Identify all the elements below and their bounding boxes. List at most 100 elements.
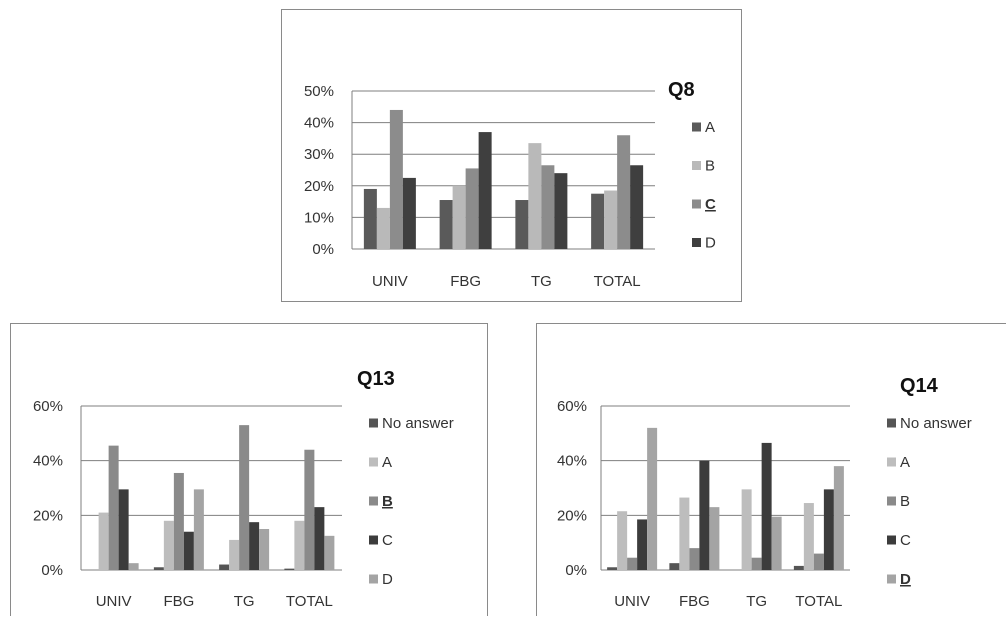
bar-b-total: [604, 190, 618, 249]
x-category-label: TG: [531, 273, 552, 290]
bar-c-fbg: [699, 460, 710, 570]
bar-b-tg: [239, 425, 250, 570]
legend-swatch: [887, 574, 896, 584]
bar-a-univ: [617, 511, 628, 570]
legend-label: C: [382, 532, 393, 549]
bar-d-tg: [259, 529, 270, 570]
chart-title: Q13: [357, 368, 395, 390]
bar-c-tg: [541, 165, 555, 249]
legend-swatch: [887, 457, 896, 467]
bar-d-univ: [647, 427, 658, 570]
legend-swatch: [692, 161, 701, 170]
bar-c-univ: [637, 519, 648, 570]
chart-q13-panel: 0% 20% 40% 60% UNIV FBG TG TOTAL Q13 No answer A B C…: [10, 323, 488, 616]
bar-c-total: [617, 135, 631, 249]
x-category-label: TOTAL: [795, 593, 842, 610]
bar-d-tg: [554, 173, 568, 249]
bar-a-total: [294, 520, 305, 570]
bar-a-total: [591, 193, 605, 249]
legend-swatch: [692, 238, 701, 247]
bar-no-answer-total: [284, 568, 295, 570]
legend-label: D: [705, 235, 716, 252]
y-tick-label: 50%: [304, 83, 334, 100]
bar-no-answer-total: [793, 565, 804, 570]
bar-a-fbg: [679, 497, 690, 570]
y-tick-label: 20%: [557, 507, 587, 524]
bar-no-answer-fbg: [669, 563, 680, 570]
x-category-label: FBG: [679, 593, 710, 610]
bar-d-univ: [402, 177, 416, 249]
chart-title: Q14: [900, 375, 939, 397]
legend-label: D: [382, 571, 393, 588]
bar-d-fbg: [478, 132, 492, 249]
legend-label: A: [900, 454, 910, 471]
bar-a-fbg: [439, 200, 453, 249]
bar-b-fbg: [173, 472, 184, 570]
legend-swatch: [887, 496, 896, 506]
bar-no-answer-fbg: [153, 567, 164, 570]
legend-label: C: [900, 532, 911, 549]
bar-d-total: [324, 535, 335, 570]
bar-a-tg: [515, 200, 529, 249]
legend-label: A: [382, 454, 392, 471]
y-tick-label: 40%: [557, 453, 587, 470]
legend-swatch: [369, 418, 378, 428]
y-tick-label: 20%: [33, 507, 63, 524]
chart-title: Q8: [668, 79, 695, 101]
bar-c-univ: [389, 109, 403, 250]
chart-q14-panel: 0% 20% 40% 60% UNIV FBG TG TOTAL Q14 No answer A B C…: [536, 323, 1006, 616]
legend-label: No answer: [900, 415, 972, 432]
y-tick-label: 0%: [312, 241, 334, 258]
x-category-label: UNIV: [96, 593, 132, 610]
legend-swatch: [369, 535, 378, 545]
bar-b-tg: [751, 557, 762, 570]
bar-d-univ: [128, 563, 139, 570]
legend-label: A: [705, 119, 715, 136]
x-category-label: UNIV: [614, 593, 650, 610]
bar-d-fbg: [709, 507, 720, 570]
bar-a-fbg: [163, 520, 174, 570]
x-category-label: TG: [746, 593, 767, 610]
y-tick-label: 0%: [565, 562, 587, 579]
x-category-label: UNIV: [372, 273, 408, 290]
y-tick-label: 30%: [304, 146, 334, 163]
legend-swatch: [887, 535, 896, 545]
x-category-label: TOTAL: [286, 593, 333, 610]
bar-b-univ: [376, 207, 390, 249]
bar-c-fbg: [183, 531, 194, 570]
legend-label: B: [382, 493, 393, 510]
y-tick-label: 60%: [557, 398, 587, 415]
x-category-label: TG: [234, 593, 255, 610]
bar-a-total: [803, 503, 814, 570]
legend-swatch: [692, 199, 701, 209]
bar-d-fbg: [193, 489, 204, 570]
y-tick-label: 60%: [33, 398, 63, 415]
chart-q8-svg: 0% 10% 20% 30% 40% 50% UNIV FBG TG TOTAL Q8 A B C D: [304, 79, 716, 290]
legend-label: D: [900, 571, 911, 588]
legend-swatch: [369, 496, 378, 506]
bar-a-univ: [363, 188, 377, 249]
bar-d-total: [630, 165, 644, 249]
chart-q14-svg: 0% 20% 40% 60% UNIV FBG TG TOTAL Q14 No answer A B C…: [557, 375, 972, 610]
y-tick-label: 0%: [41, 562, 63, 579]
bar-c-total: [314, 507, 325, 570]
y-tick-label: 40%: [33, 453, 63, 470]
legend-swatch: [369, 457, 378, 467]
bar-b-univ: [627, 557, 638, 570]
chart-q8-panel: 0% 10% 20% 30% 40% 50% UNIV FBG TG TOTAL Q8 A B C D: [281, 9, 742, 302]
legend-label: B: [900, 493, 910, 510]
bar-a-univ: [98, 512, 109, 570]
x-category-label: FBG: [163, 593, 194, 610]
bar-b-fbg: [689, 548, 700, 570]
bar-b-fbg: [452, 185, 466, 249]
x-category-label: TOTAL: [594, 273, 641, 290]
bar-d-tg: [771, 516, 782, 570]
x-category-label: FBG: [450, 273, 481, 290]
legend-swatch: [692, 122, 701, 132]
legend-swatch: [887, 418, 896, 428]
bar-no-answer-tg: [219, 564, 230, 570]
bar-a-tg: [741, 489, 752, 570]
y-tick-label: 20%: [304, 178, 334, 195]
bar-c-univ: [118, 489, 129, 570]
legend-swatch: [369, 574, 378, 584]
